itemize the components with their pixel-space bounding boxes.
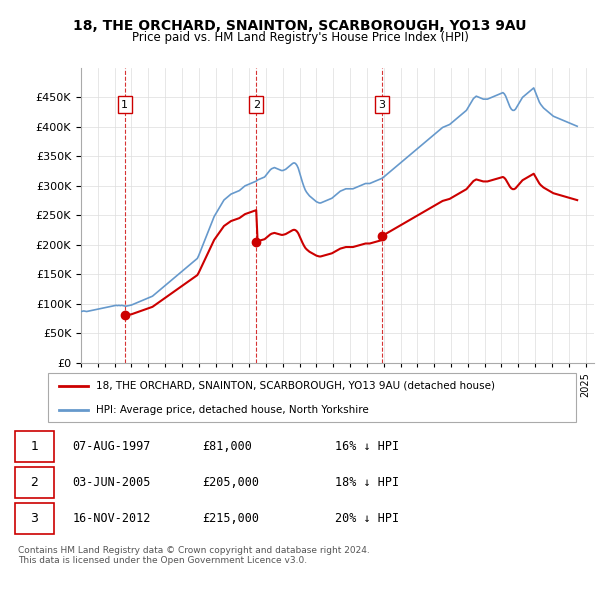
Text: 03-JUN-2005: 03-JUN-2005 (73, 476, 151, 489)
Text: 1: 1 (121, 100, 128, 110)
Text: 16% ↓ HPI: 16% ↓ HPI (335, 440, 398, 453)
FancyBboxPatch shape (15, 467, 54, 497)
Text: Contains HM Land Registry data © Crown copyright and database right 2024.
This d: Contains HM Land Registry data © Crown c… (18, 546, 370, 565)
Text: Price paid vs. HM Land Registry's House Price Index (HPI): Price paid vs. HM Land Registry's House … (131, 31, 469, 44)
Text: 07-AUG-1997: 07-AUG-1997 (73, 440, 151, 453)
Text: 18% ↓ HPI: 18% ↓ HPI (335, 476, 398, 489)
Text: 2: 2 (253, 100, 260, 110)
FancyBboxPatch shape (15, 431, 54, 461)
Text: £81,000: £81,000 (202, 440, 252, 453)
Text: 20% ↓ HPI: 20% ↓ HPI (335, 512, 398, 525)
Text: 16-NOV-2012: 16-NOV-2012 (73, 512, 151, 525)
Text: 3: 3 (31, 512, 38, 525)
Text: 2: 2 (31, 476, 38, 489)
FancyBboxPatch shape (15, 503, 54, 533)
Text: 1: 1 (31, 440, 38, 453)
Text: HPI: Average price, detached house, North Yorkshire: HPI: Average price, detached house, Nort… (95, 405, 368, 415)
Text: 3: 3 (378, 100, 385, 110)
Text: £215,000: £215,000 (202, 512, 259, 525)
Text: £205,000: £205,000 (202, 476, 259, 489)
FancyBboxPatch shape (48, 373, 576, 422)
Text: 18, THE ORCHARD, SNAINTON, SCARBOROUGH, YO13 9AU (detached house): 18, THE ORCHARD, SNAINTON, SCARBOROUGH, … (95, 381, 494, 391)
Text: 18, THE ORCHARD, SNAINTON, SCARBOROUGH, YO13 9AU: 18, THE ORCHARD, SNAINTON, SCARBOROUGH, … (73, 19, 527, 33)
